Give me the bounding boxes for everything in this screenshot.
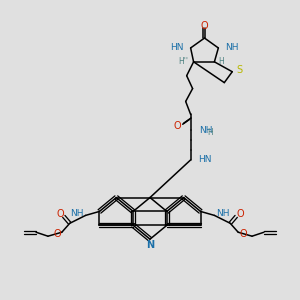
Text: NH: NH — [70, 209, 84, 218]
Text: O: O — [201, 21, 208, 31]
Text: O: O — [174, 121, 182, 131]
Text: H: H — [208, 128, 213, 137]
Text: H: H — [218, 57, 224, 66]
Text: NH: NH — [216, 209, 230, 218]
Text: S: S — [236, 65, 242, 75]
Text: O: O — [56, 209, 64, 219]
Text: HN: HN — [199, 155, 212, 164]
Text: O: O — [236, 209, 244, 219]
Text: HN: HN — [170, 44, 184, 52]
Text: N: N — [146, 240, 154, 250]
Text: O: O — [239, 229, 247, 239]
Text: NH: NH — [225, 44, 239, 52]
Text: O: O — [53, 229, 61, 239]
Text: H'': H'' — [178, 57, 189, 66]
Text: NH: NH — [200, 126, 213, 135]
